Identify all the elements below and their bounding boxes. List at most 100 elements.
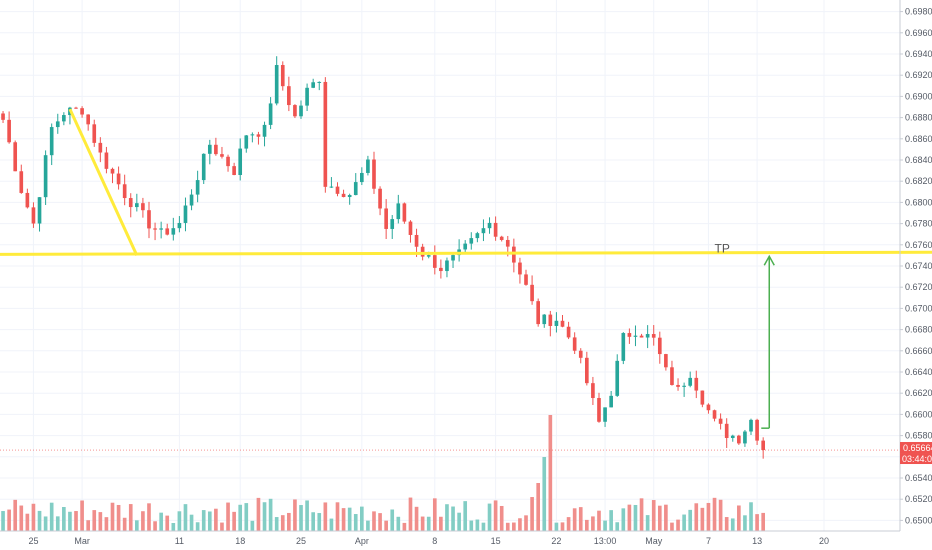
time-tick-label: 13 xyxy=(752,536,762,546)
candle-body xyxy=(682,385,686,387)
volume-bar xyxy=(147,503,151,531)
volume-bar xyxy=(353,514,358,531)
volume-bar xyxy=(718,499,723,531)
candle-body xyxy=(445,260,449,272)
time-tick-label: 11 xyxy=(175,536,184,546)
volume-bar xyxy=(712,497,717,531)
candle-body xyxy=(390,219,395,229)
volume-bar xyxy=(232,511,236,531)
volume-bar xyxy=(195,522,200,531)
volume-bar xyxy=(743,515,747,531)
candle-body xyxy=(74,107,78,109)
candle-body xyxy=(360,172,364,183)
candle-body xyxy=(311,82,315,88)
time-tick-label: 7 xyxy=(706,536,711,546)
candle-body xyxy=(214,144,218,155)
candle-body xyxy=(165,228,170,235)
time-tick-label: May xyxy=(645,536,663,546)
volume-bar xyxy=(110,502,115,531)
time-tick-label: 13:00 xyxy=(594,536,617,546)
candle-body xyxy=(25,192,30,208)
candle-body xyxy=(737,435,741,444)
time-tick-label: 25 xyxy=(28,536,38,546)
candle-body xyxy=(299,105,303,117)
volume-bar xyxy=(439,516,443,531)
candle-body xyxy=(305,87,309,106)
candle-body xyxy=(566,326,571,338)
candle-body xyxy=(274,65,279,104)
candle-body xyxy=(92,124,97,143)
candle-body xyxy=(432,255,437,268)
volume-bar xyxy=(445,504,449,531)
volume-bar xyxy=(615,522,620,531)
candle-body xyxy=(317,81,322,83)
volume-bar xyxy=(244,503,249,531)
volume-bar xyxy=(183,504,188,531)
candle-body xyxy=(226,156,230,167)
candle-body xyxy=(256,134,261,137)
candle-body xyxy=(524,274,528,285)
tp-label: TP xyxy=(715,241,730,255)
time-axis[interactable]: 25 Mar 11 18 25 Apr 8 15 22 13:00 May 7 13 20 xyxy=(0,530,900,546)
volume-bar xyxy=(542,457,547,531)
candle-body xyxy=(207,144,212,154)
support-line xyxy=(0,250,932,256)
volume-bar xyxy=(153,521,157,531)
volume-bar xyxy=(481,522,486,531)
candle-body xyxy=(195,180,200,195)
candle-body xyxy=(408,221,413,235)
volume-bar xyxy=(463,501,468,531)
volume-bar xyxy=(25,513,30,531)
candle-body xyxy=(414,234,419,247)
volume-bar xyxy=(177,511,182,531)
candle-body xyxy=(250,134,255,136)
volume-bar xyxy=(268,498,273,531)
volume-bar xyxy=(688,509,693,531)
time-tick-label: 20 xyxy=(819,536,829,546)
volume-bar xyxy=(299,505,303,531)
candle-body xyxy=(603,407,607,422)
candle-body xyxy=(128,198,133,208)
candle-body xyxy=(329,186,334,188)
candle-body xyxy=(189,194,194,206)
volume-bar xyxy=(536,483,540,531)
volume-bar xyxy=(378,513,382,531)
volume-bar xyxy=(122,517,127,531)
candle-body xyxy=(49,127,54,156)
candle-body xyxy=(402,203,407,222)
volume-bar xyxy=(116,504,121,531)
candle-body xyxy=(86,114,90,125)
volume-bar xyxy=(639,498,644,531)
candle-body xyxy=(475,233,480,239)
volume-bar xyxy=(572,508,577,531)
candle-body xyxy=(676,384,680,387)
candle-body xyxy=(396,203,401,220)
candle-body xyxy=(135,203,139,208)
volume-bar xyxy=(505,522,510,531)
candle-body xyxy=(378,188,382,209)
candle-body xyxy=(499,236,504,240)
volume-bar xyxy=(755,514,759,531)
candle-body xyxy=(761,440,765,451)
volume-bar xyxy=(280,515,285,531)
candle-body xyxy=(335,186,340,194)
candle-body xyxy=(293,105,297,117)
candle-body xyxy=(280,65,285,87)
volume-bar xyxy=(128,504,133,531)
time-tick-label: 22 xyxy=(551,536,561,546)
volume-bar xyxy=(80,500,84,531)
volume-bar xyxy=(432,498,437,531)
candle-body xyxy=(420,246,425,257)
candle-body xyxy=(384,208,388,229)
candle-body xyxy=(749,419,753,432)
volume-bar xyxy=(609,510,613,531)
candle-body xyxy=(110,168,115,174)
